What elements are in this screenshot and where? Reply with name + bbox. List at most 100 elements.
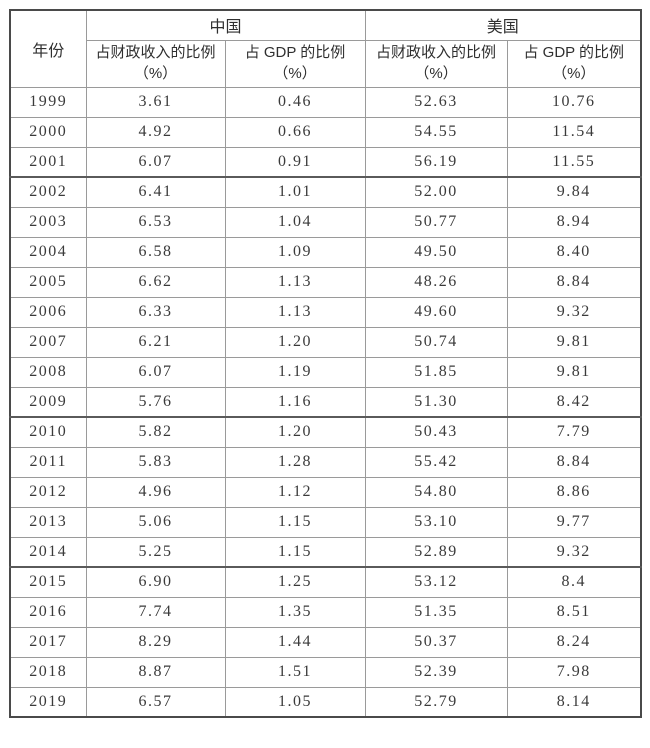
usa-fiscal-cell: 53.10	[364, 506, 508, 538]
table-row: 2008 6.07 1.19 51.85 9.81	[9, 356, 642, 388]
china-usa-ratio-table: 年份 中国 美国 占财政收入的比例 （%） 占 GDP 的比例 （%） 占财政收…	[9, 9, 643, 718]
table-row: 2006 6.33 1.13 49.60 9.32	[9, 296, 642, 328]
table-row: 2015 6.90 1.25 53.12 8.4	[9, 566, 642, 598]
year-cell: 2014	[9, 536, 87, 568]
group-header-row: 年份 中国 美国	[9, 9, 642, 88]
china-gdp-cell: 1.20	[224, 326, 366, 358]
usa-gdp-cell: 9.81	[506, 326, 642, 358]
year-cell: 2019	[9, 686, 87, 718]
year-column-header: 年份	[9, 9, 87, 88]
usa-gdp-cell: 9.32	[506, 296, 642, 328]
china-gdp-cell: 1.05	[224, 686, 366, 718]
table-row: 2009 5.76 1.16 51.30 8.42	[9, 386, 642, 418]
table-row: 2016 7.74 1.35 51.35 8.51	[9, 596, 642, 628]
usa-gdp-cell: 7.98	[506, 656, 642, 688]
china-fiscal-cell: 4.92	[85, 116, 226, 148]
table-row: 2004 6.58 1.09 49.50 8.40	[9, 236, 642, 268]
year-cell: 2009	[9, 386, 87, 418]
china-gdp-cell: 1.13	[224, 266, 366, 298]
china-fiscal-cell: 6.57	[85, 686, 226, 718]
china-gdp-cell: 1.15	[224, 536, 366, 568]
usa-fiscal-cell: 52.39	[364, 656, 508, 688]
china-fiscal-cell: 5.83	[85, 446, 226, 478]
table-row: 2010 5.82 1.20 50.43 7.79	[9, 416, 642, 448]
subheader-china-gdp-line2: （%）	[273, 64, 317, 82]
year-cell: 2011	[9, 446, 87, 478]
sub-header-row: 占财政收入的比例 （%） 占 GDP 的比例 （%） 占财政收入的比例 （%） …	[10, 39, 642, 88]
table-row: 2001 6.07 0.91 56.19 11.55	[9, 146, 642, 178]
usa-fiscal-cell: 56.19	[364, 146, 508, 178]
year-cell: 2008	[9, 356, 87, 388]
usa-fiscal-cell: 50.37	[364, 626, 508, 658]
china-fiscal-cell: 6.33	[85, 296, 226, 328]
china-gdp-cell: 1.35	[224, 596, 366, 628]
usa-gdp-cell: 8.4	[506, 566, 642, 598]
table-row: 2007 6.21 1.20 50.74 9.81	[9, 326, 642, 358]
usa-gdp-cell: 8.94	[506, 206, 642, 238]
usa-fiscal-cell: 53.12	[364, 566, 508, 598]
table-row: 2002 6.41 1.01 52.00 9.84	[9, 176, 642, 208]
year-cell: 2007	[9, 326, 87, 358]
usa-fiscal-cell: 52.00	[364, 176, 508, 208]
usa-fiscal-cell: 51.35	[364, 596, 508, 628]
china-gdp-cell: 0.46	[224, 86, 366, 118]
year-cell: 2006	[9, 296, 87, 328]
usa-fiscal-cell: 52.79	[364, 686, 508, 718]
china-gdp-cell: 1.04	[224, 206, 366, 238]
year-cell: 2017	[9, 626, 87, 658]
table-row: 2014 5.25 1.15 52.89 9.32	[9, 536, 642, 568]
usa-fiscal-cell: 52.63	[364, 86, 508, 118]
usa-fiscal-cell: 49.60	[364, 296, 508, 328]
china-gdp-cell: 1.19	[224, 356, 366, 388]
usa-fiscal-cell: 50.74	[364, 326, 508, 358]
china-gdp-cell: 1.13	[224, 296, 366, 328]
table-row: 2003 6.53 1.04 50.77 8.94	[9, 206, 642, 238]
comparison-table-container: 年份 中国 美国 占财政收入的比例 （%） 占 GDP 的比例 （%） 占财政收…	[9, 9, 643, 718]
table-row: 2018 8.87 1.51 52.39 7.98	[9, 656, 642, 688]
usa-gdp-cell: 8.84	[506, 446, 642, 478]
usa-fiscal-cell: 48.26	[364, 266, 508, 298]
table-header: 年份 中国 美国 占财政收入的比例 （%） 占 GDP 的比例 （%） 占财政收…	[9, 9, 642, 88]
usa-gdp-cell: 8.86	[506, 476, 642, 508]
china-gdp-cell: 1.44	[224, 626, 366, 658]
usa-gdp-cell: 9.32	[506, 536, 642, 568]
china-gdp-cell: 1.09	[224, 236, 366, 268]
usa-gdp-cell: 7.79	[506, 416, 642, 448]
year-cell: 2001	[9, 146, 87, 178]
table-row: 2011 5.83 1.28 55.42 8.84	[9, 446, 642, 478]
china-fiscal-cell: 6.07	[85, 146, 226, 178]
subheader-usa-gdp-line2: （%）	[552, 64, 596, 82]
usa-fiscal-cell: 50.77	[364, 206, 508, 238]
china-gdp-cell: 1.15	[224, 506, 366, 538]
china-fiscal-cell: 7.74	[85, 596, 226, 628]
subheader-usa-fiscal-line2: （%）	[414, 64, 458, 82]
usa-gdp-cell: 8.51	[506, 596, 642, 628]
subheader-usa-gdp-line1: 占 GDP 的比例	[523, 43, 625, 61]
usa-gdp-cell: 11.55	[506, 146, 642, 178]
table-row: 2005 6.62 1.13 48.26 8.84	[9, 266, 642, 298]
china-gdp-cell: 1.12	[224, 476, 366, 508]
table-row: 2019 6.57 1.05 52.79 8.14	[9, 686, 642, 718]
table-row: 2000 4.92 0.66 54.55 11.54	[9, 116, 642, 148]
usa-gdp-cell: 9.77	[506, 506, 642, 538]
subheader-china-fiscal-line1: 占财政收入的比例	[95, 43, 216, 61]
china-fiscal-cell: 8.29	[85, 626, 226, 658]
table-row: 1999 3.61 0.46 52.63 10.76	[9, 86, 642, 118]
group-header-china: 中国	[85, 9, 366, 41]
usa-gdp-cell: 8.24	[506, 626, 642, 658]
china-gdp-cell: 1.28	[224, 446, 366, 478]
china-fiscal-cell: 6.21	[85, 326, 226, 358]
subheader-usa-fiscal-line1: 占财政收入的比例	[376, 43, 497, 61]
china-fiscal-cell: 6.07	[85, 356, 226, 388]
subheader-china-fiscal-line2: （%）	[133, 64, 178, 82]
china-fiscal-cell: 6.62	[85, 266, 226, 298]
china-gdp-cell: 0.91	[224, 146, 366, 178]
table-row: 2012 4.96 1.12 54.80 8.86	[9, 476, 642, 508]
china-gdp-cell: 1.16	[224, 386, 366, 418]
usa-gdp-cell: 11.54	[506, 116, 642, 148]
usa-gdp-cell: 10.76	[506, 86, 642, 118]
china-fiscal-cell: 6.53	[85, 206, 226, 238]
subheader-china-fiscal: 占财政收入的比例 （%）	[85, 39, 226, 88]
china-fiscal-cell: 4.96	[85, 476, 226, 508]
subheader-china-gdp-line1: 占 GDP 的比例	[244, 43, 346, 61]
